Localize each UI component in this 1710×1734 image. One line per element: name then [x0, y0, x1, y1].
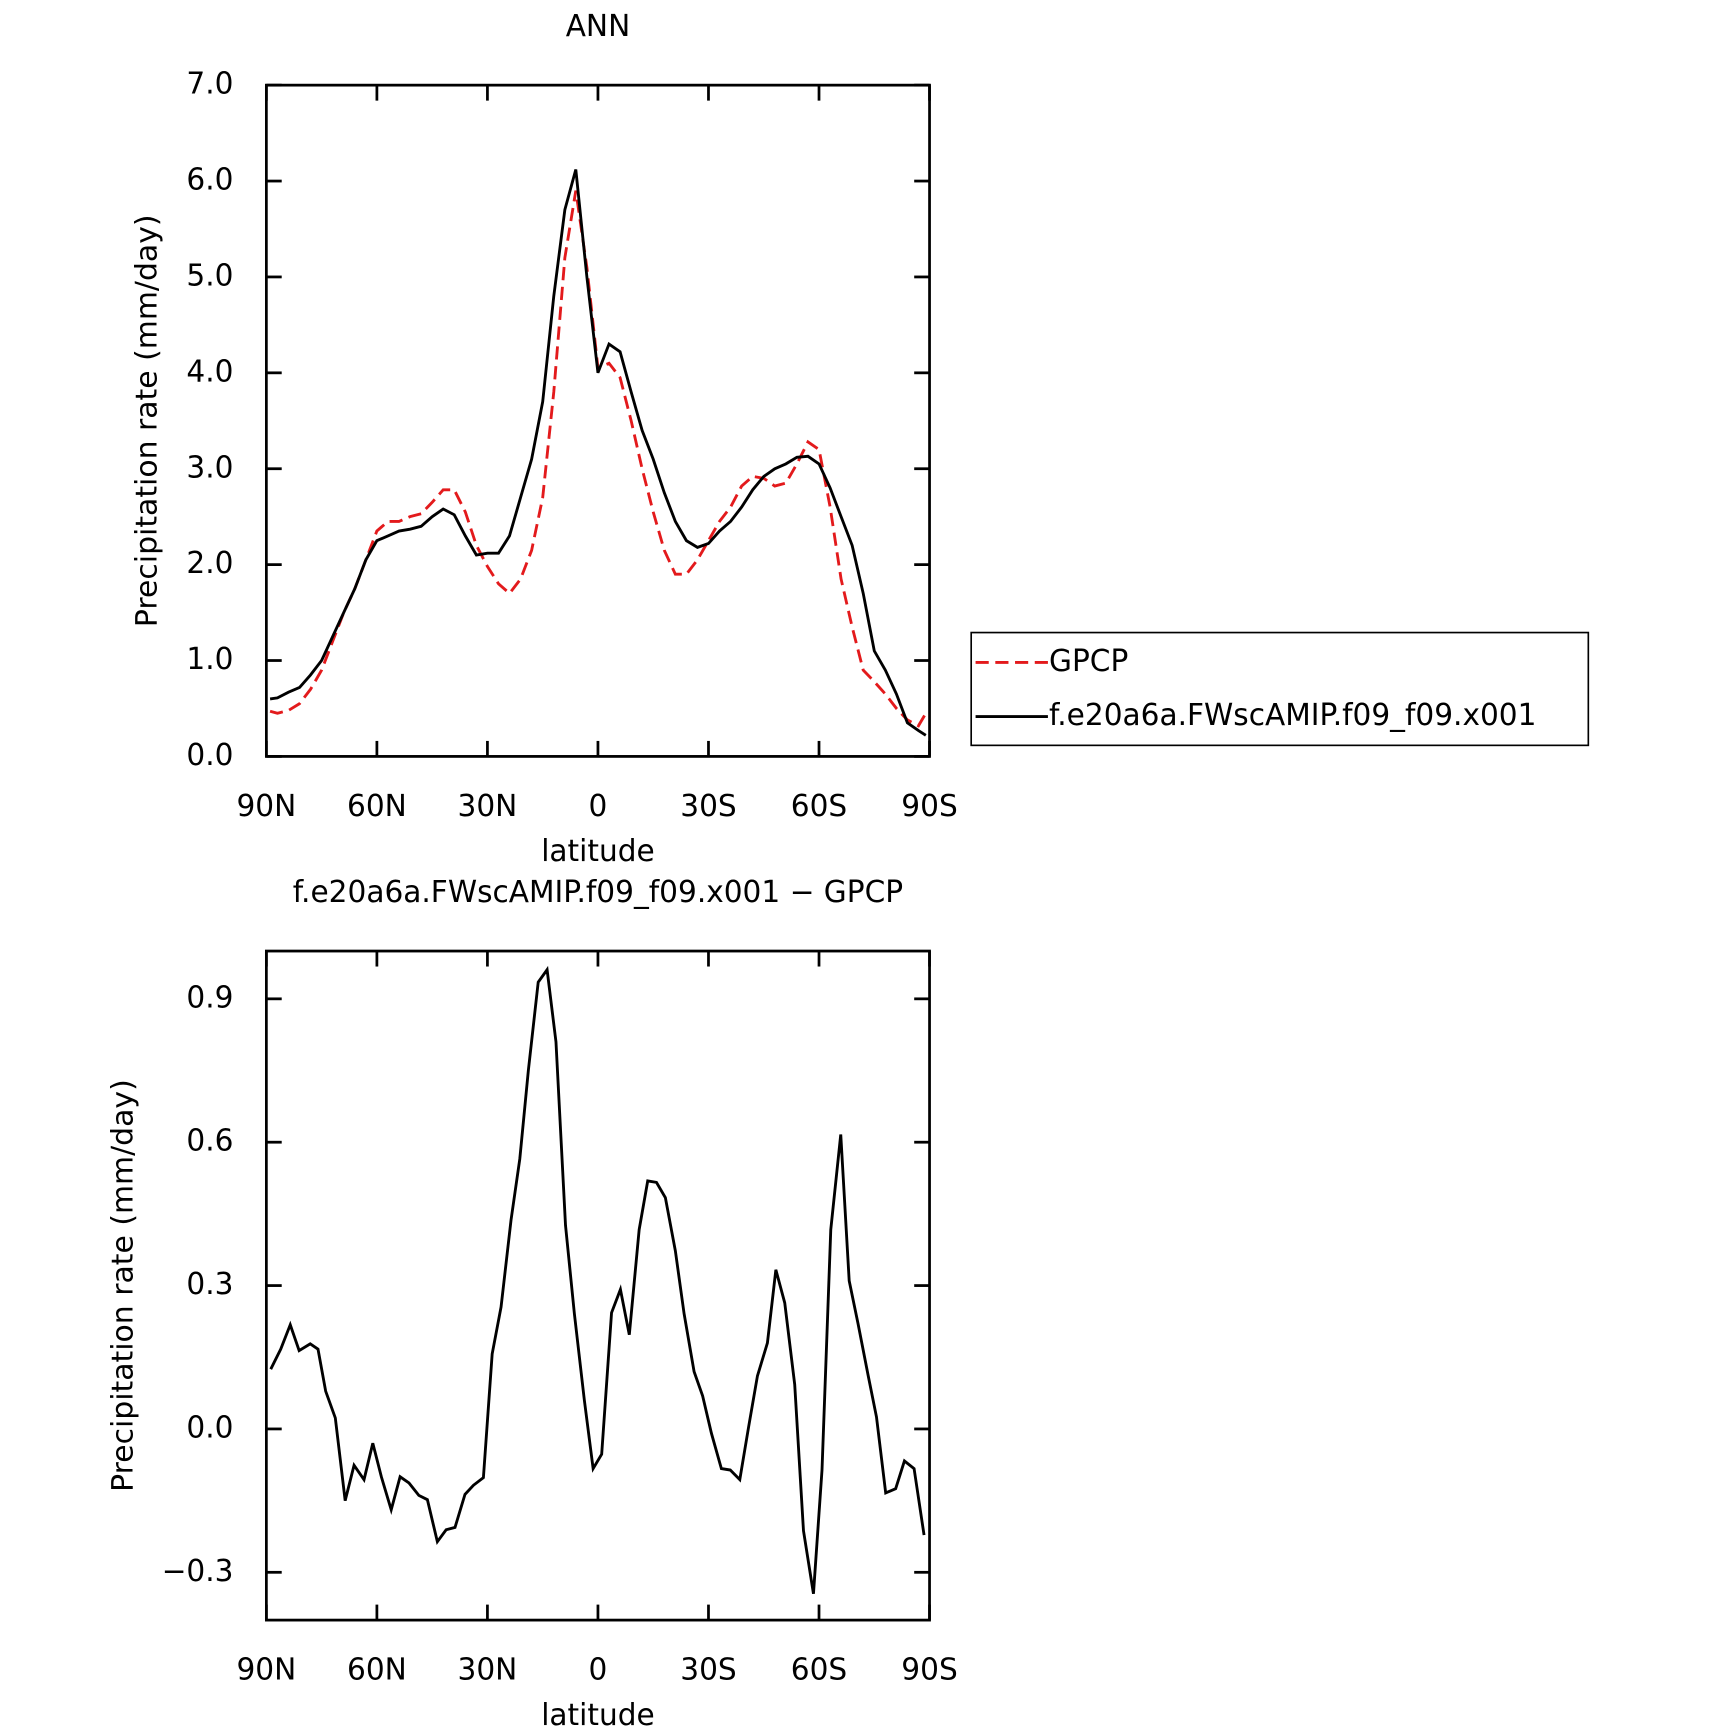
x-tick-label: 60S [791, 1652, 847, 1687]
x-tick-label: 60S [791, 789, 847, 824]
y-tick-label: 5.0 [186, 258, 233, 293]
y-tick-label: 7.0 [186, 67, 233, 102]
x-tick-label: 60N [347, 789, 407, 824]
y-tick-label: 4.0 [186, 354, 233, 389]
x-tick-label: 30S [680, 789, 736, 824]
y-tick-label: 0.0 [186, 738, 233, 773]
legend-frame [970, 631, 1590, 747]
y-tick-label: −0.3 [162, 1554, 234, 1589]
y-axis-label: Precipitation rate (mm/day) [105, 1079, 140, 1492]
x-tick-label: 30N [458, 789, 518, 824]
y-tick-label: 0.6 [186, 1124, 233, 1159]
y-tick-label: 0.3 [186, 1267, 233, 1302]
legend-label: f.e20a6a.FWscAMIP.f09_f09.x001 [1049, 698, 1536, 733]
x-tick-label: 0 [589, 789, 608, 824]
x-tick-label: 0 [589, 1652, 608, 1687]
plot-frame [264, 83, 931, 758]
data-line [269, 965, 926, 1595]
y-tick-label: 2.0 [186, 546, 233, 581]
y-tick-label: 6.0 [186, 162, 233, 197]
y-tick-label: 3.0 [186, 450, 233, 485]
x-axis-label: latitude [541, 1698, 655, 1733]
x-tick-label: 30S [680, 1652, 736, 1687]
data-line [269, 169, 927, 737]
x-tick-label: 90N [236, 1652, 296, 1687]
y-tick-label: 0.9 [186, 980, 233, 1015]
y-tick-label: 0.0 [186, 1410, 233, 1445]
y-tick-label: 1.0 [186, 642, 233, 677]
x-axis-label: latitude [541, 834, 655, 869]
chart-title: f.e20a6a.FWscAMIP.f09_f09.x001 − GPCP [293, 875, 903, 910]
x-tick-label: 90S [901, 1652, 957, 1687]
legend-label: GPCP [1049, 644, 1128, 679]
y-axis-label: Precipitation rate (mm/day) [130, 214, 165, 627]
x-tick-label: 90S [901, 789, 957, 824]
x-tick-label: 30N [458, 1652, 518, 1687]
x-tick-label: 60N [347, 1652, 407, 1687]
chart-title: ANN [566, 9, 631, 44]
x-tick-label: 90N [236, 789, 296, 824]
data-line [269, 190, 928, 728]
